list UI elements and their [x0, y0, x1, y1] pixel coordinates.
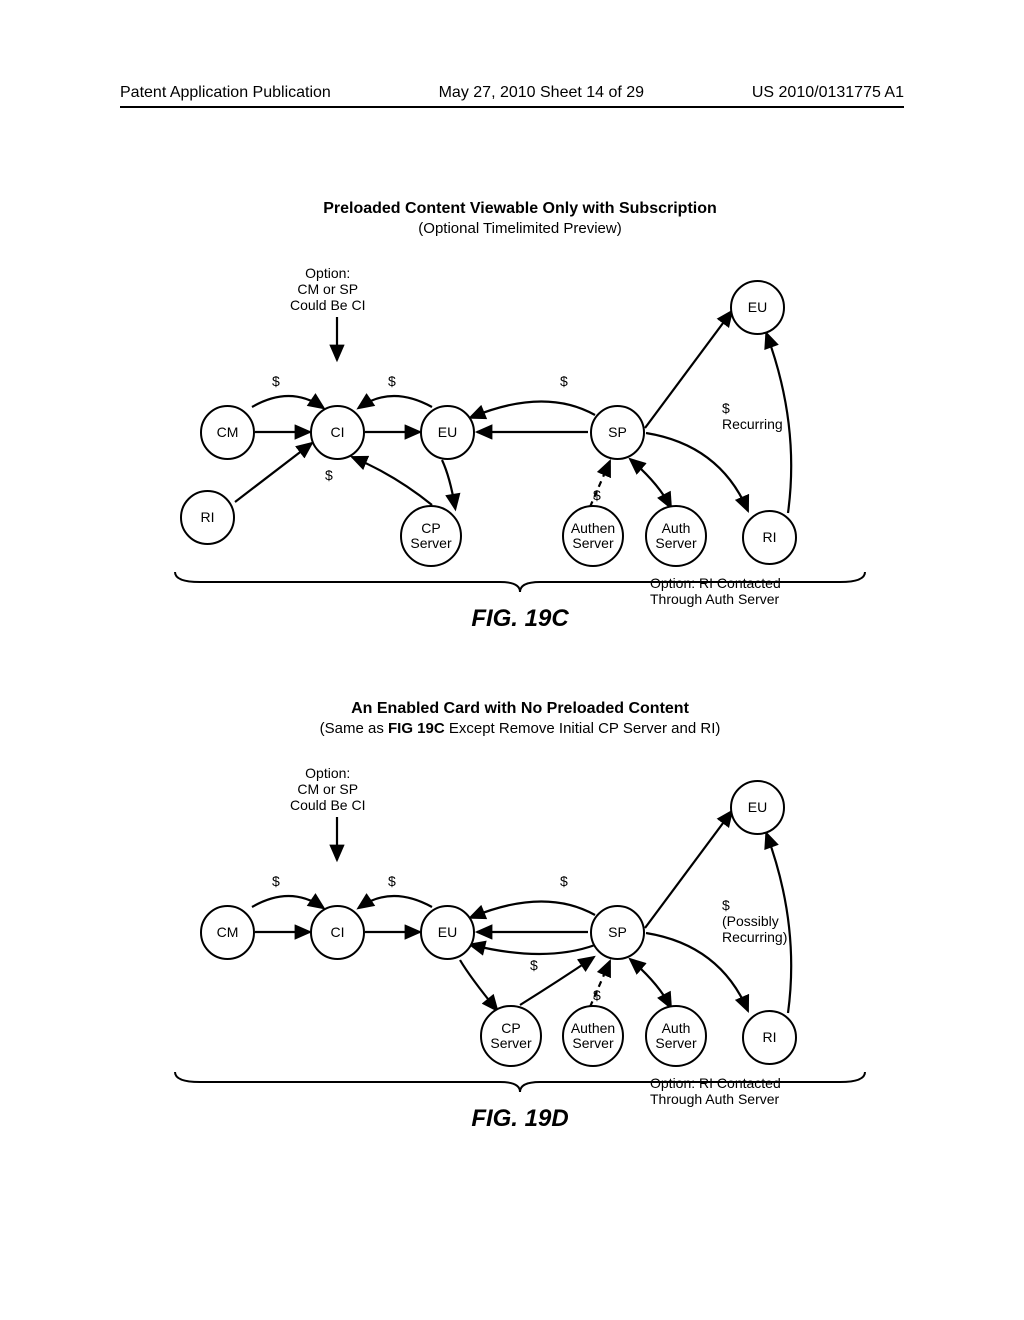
annotation: Option: RI Contacted Through Auth Server: [650, 1075, 781, 1107]
annotation: $: [560, 873, 568, 889]
node-ri2: RI: [742, 510, 797, 565]
annotation: $ Recurring: [722, 400, 783, 432]
diagram: CM CI EU SP CP Server Authen Server Auth Serve…: [170, 745, 870, 1105]
annotation: $ (Possibly Recurring): [722, 897, 787, 945]
figure-19c: Preloaded Content Viewable Only with Sub…: [170, 200, 870, 633]
header-left: Patent Application Publication: [120, 84, 331, 102]
node-cps: CP Server: [400, 505, 462, 567]
annotation: Option: CM or SP Could Be CI: [290, 265, 365, 313]
figure-19d: An Enabled Card with No Preloaded Conten…: [170, 700, 870, 1133]
node-aun: Authen Server: [562, 505, 624, 567]
figure-title: An Enabled Card with No Preloaded Conten…: [170, 700, 870, 718]
annotation: $: [272, 873, 280, 889]
node-sp: SP: [590, 905, 645, 960]
figure-label: FIG. 19D: [170, 1105, 870, 1133]
header-mid: May 27, 2010 Sheet 14 of 29: [439, 84, 644, 102]
header-right: US 2010/0131775 A1: [752, 84, 904, 102]
annotation: $: [388, 373, 396, 389]
node-cm: CM: [200, 405, 255, 460]
annotation: $: [530, 957, 538, 973]
node-ri1: RI: [180, 490, 235, 545]
annotation: $: [560, 373, 568, 389]
figure-title: Preloaded Content Viewable Only with Sub…: [170, 200, 870, 218]
annotation: Option: CM or SP Could Be CI: [290, 765, 365, 813]
node-ci: CI: [310, 405, 365, 460]
node-sp: SP: [590, 405, 645, 460]
figure-subtitle: (Optional Timelimited Preview): [170, 220, 870, 237]
node-eu2: EU: [730, 780, 785, 835]
node-cm: CM: [200, 905, 255, 960]
figure-label: FIG. 19C: [170, 605, 870, 633]
annotation: $: [272, 373, 280, 389]
node-aun: Authen Server: [562, 1005, 624, 1067]
page-header: Patent Application Publication May 27, 2…: [120, 84, 904, 108]
node-ci: CI: [310, 905, 365, 960]
annotation: $: [388, 873, 396, 889]
annotation: Option: RI Contacted Through Auth Server: [650, 575, 781, 607]
annotation: $: [325, 467, 333, 483]
node-eu: EU: [420, 905, 475, 960]
annotation: $: [593, 487, 601, 503]
diagram: CM CI EU SP RI CP Server Authen Server Auth Ser…: [170, 245, 870, 605]
node-cps: CP Server: [480, 1005, 542, 1067]
node-eu: EU: [420, 405, 475, 460]
annotation: $: [593, 987, 601, 1003]
node-aus: Auth Server: [645, 1005, 707, 1067]
figure-subtitle: (Same as FIG 19C Except Remove Initial C…: [170, 720, 870, 737]
node-ri2: RI: [742, 1010, 797, 1065]
node-aus: Auth Server: [645, 505, 707, 567]
node-eu2: EU: [730, 280, 785, 335]
